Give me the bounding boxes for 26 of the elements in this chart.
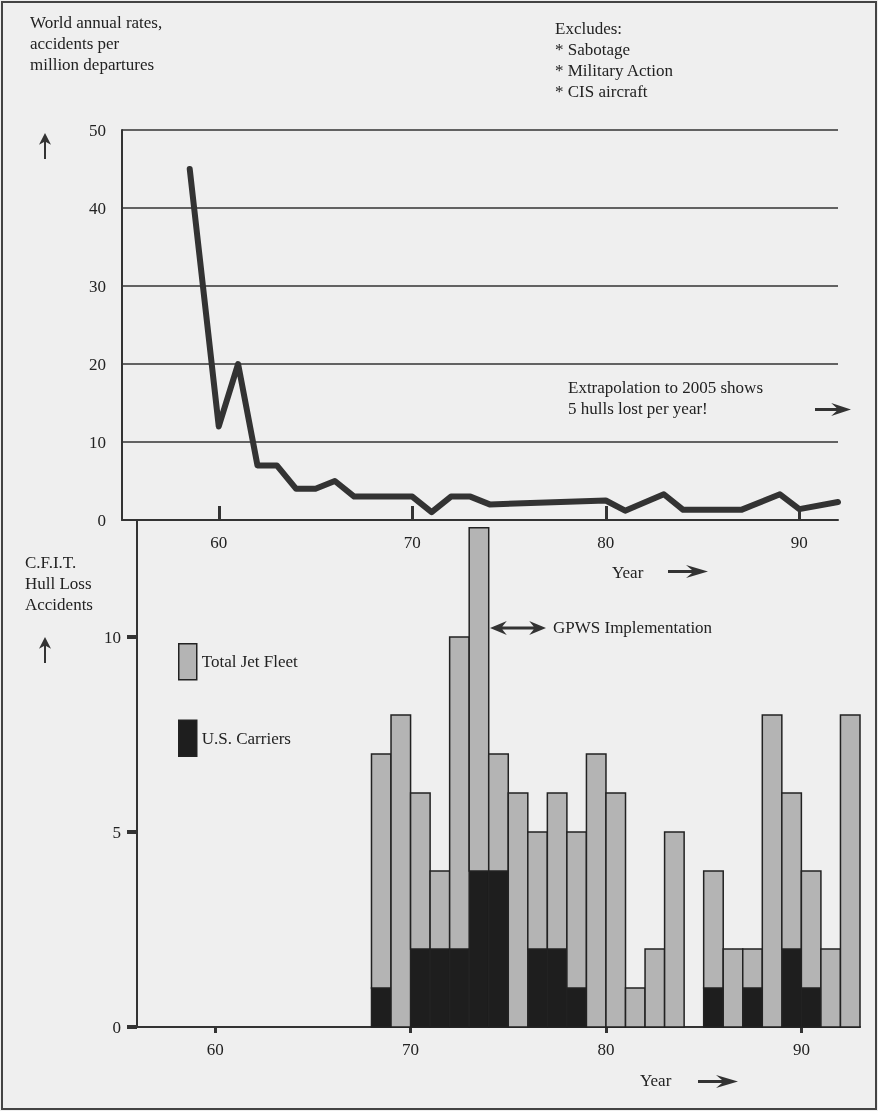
legend-label: U.S. Carriers — [201, 728, 291, 748]
y-tick-label: 30 — [89, 276, 106, 296]
x-tick-label: 60 — [210, 533, 228, 552]
x-tick-label: 80 — [597, 1040, 615, 1059]
y-tick-label: 40 — [89, 198, 106, 218]
y-tick-label: 10 — [104, 627, 121, 647]
y-tick-label: 10 — [89, 432, 106, 452]
x-tick-label: 80 — [597, 533, 615, 552]
x-tick-label: 90 — [792, 1040, 810, 1059]
y-tick-label: 20 — [89, 354, 106, 374]
text: Excludes: * Sabotage * Military Action * CIS aircraft — [555, 19, 674, 101]
annotation: Extrapolation to 2005 shows 5 hulls lost per year! — [568, 378, 764, 418]
annotation: GPWS Implementation — [553, 618, 713, 637]
y-tick-label: 0 — [97, 510, 106, 530]
x-tick-label: 70 — [402, 1040, 420, 1059]
y-axis-title: C.F.I.T. Hull Loss Accidents — [25, 553, 93, 614]
x-axis-title: Year — [612, 563, 644, 582]
x-tick-label: 90 — [790, 533, 808, 552]
legend-label: Total Jet Fleet — [201, 652, 299, 672]
y-tick-label: 0 — [112, 1017, 121, 1037]
y-tick-label: 5 — [112, 822, 121, 842]
y-tick-label: 50 — [89, 120, 106, 140]
y-axis-title: World annual rates, accidents per million departures — [30, 13, 163, 74]
x-axis-title: Year — [640, 1071, 672, 1090]
x-tick-label: 60 — [206, 1040, 224, 1059]
x-tick-label: 70 — [403, 533, 421, 552]
